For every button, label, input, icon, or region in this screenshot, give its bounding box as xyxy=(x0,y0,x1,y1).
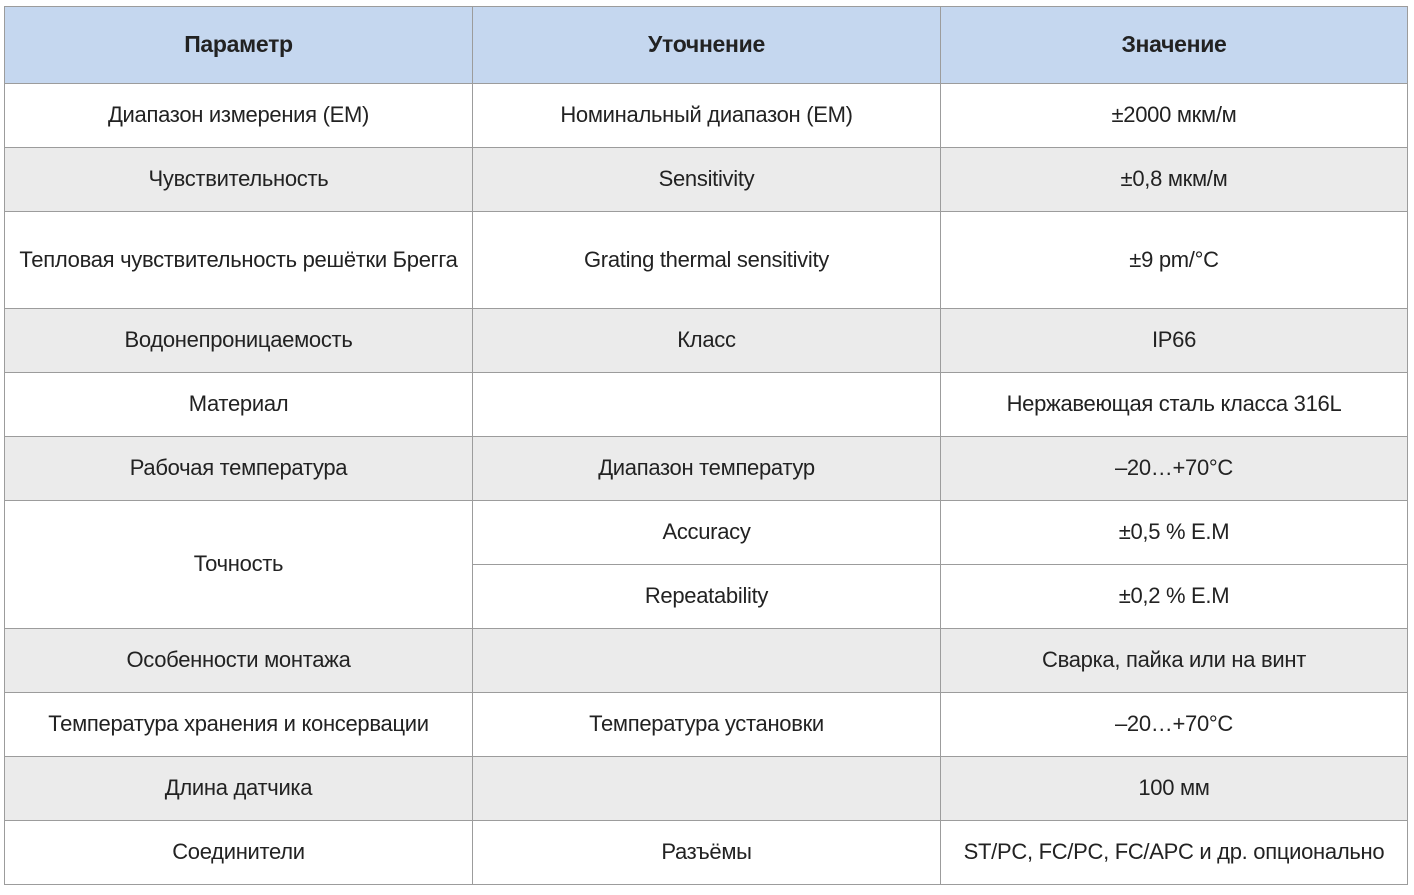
param-cell: Длина датчика xyxy=(4,756,473,821)
table-row: Длина датчика 100 мм xyxy=(4,756,1408,821)
table-row: Особенности монтажа Сварка, пайка или на… xyxy=(4,628,1408,693)
spec-cell xyxy=(472,628,941,693)
param-cell: Температура хранения и консервации xyxy=(4,692,473,757)
param-cell: Особенности монтажа xyxy=(4,628,473,693)
value-cell: ±0,8 мкм/м xyxy=(940,147,1408,212)
param-cell: Соединители xyxy=(4,820,473,885)
table-row: Водонепроницаемость Класс IP66 xyxy=(4,308,1408,373)
value-cell: Нержавеющая сталь класса 316L xyxy=(940,372,1408,437)
table-row: Соединители Разъёмы ST/PC, FC/PC, FC/APC… xyxy=(4,820,1408,885)
spec-cell: Repeatability xyxy=(472,564,941,629)
table-row: Температура хранения и консервации Темпе… xyxy=(4,692,1408,757)
table-row: Диапазон измерения (ЕМ) Номинальный диап… xyxy=(4,83,1408,148)
table-row: Тепловая чувствительность решётки Брегга… xyxy=(4,211,1408,309)
value-cell: –20…+70°C xyxy=(940,436,1408,501)
value-cell: Сварка, пайка или на винт xyxy=(940,628,1408,693)
value-cell: ±9 pm/°C xyxy=(940,211,1408,309)
param-cell: Рабочая температура xyxy=(4,436,473,501)
param-cell: Точность xyxy=(4,500,473,629)
table-row: Repeatability ±0,2 % E.M xyxy=(5,564,1408,629)
value-cell: ±0,5 % E.M xyxy=(940,500,1408,565)
spec-cell: Диапазон температур xyxy=(472,436,941,501)
spec-cell: Grating thermal sensitivity xyxy=(472,211,941,309)
param-cell: Чувствительность xyxy=(4,147,473,212)
spec-cell: Номинальный диапазон (ЕМ) xyxy=(472,83,941,148)
value-cell: –20…+70°C xyxy=(940,692,1408,757)
header-spec: Уточнение xyxy=(472,6,941,84)
header-param: Параметр xyxy=(4,6,473,84)
header-value: Значение xyxy=(940,6,1408,84)
param-cell: Материал xyxy=(4,372,473,437)
value-cell: ±2000 мкм/м xyxy=(940,83,1408,148)
param-cell: Диапазон измерения (ЕМ) xyxy=(4,83,473,148)
spec-cell: Температура установки xyxy=(472,692,941,757)
table-row: Материал Нержавеющая сталь класса 316L xyxy=(4,372,1408,437)
param-cell: Водонепроницаемость xyxy=(4,308,473,373)
table-row: Точность Accuracy ±0,5 % E.M xyxy=(4,500,1408,629)
spec-cell xyxy=(472,372,941,437)
value-cell: ±0,2 % E.M xyxy=(940,564,1408,629)
spec-table: Параметр Уточнение Значение Диапазон изм… xyxy=(4,6,1408,885)
header-row: Параметр Уточнение Значение xyxy=(4,6,1408,84)
spec-cell: Класс xyxy=(472,308,941,373)
table-row: Рабочая температура Диапазон температур … xyxy=(4,436,1408,501)
param-cell: Тепловая чувствительность решётки Брегга xyxy=(4,211,473,309)
spec-cell: Accuracy xyxy=(472,500,941,565)
table-row: Чувствительность Sensitivity ±0,8 мкм/м xyxy=(4,147,1408,212)
value-cell: IP66 xyxy=(940,308,1408,373)
value-cell: 100 мм xyxy=(940,756,1408,821)
value-cell: ST/PC, FC/PC, FC/APC и др. опционально xyxy=(940,820,1408,885)
spec-cell xyxy=(472,756,941,821)
spec-cell: Sensitivity xyxy=(472,147,941,212)
spec-cell: Разъёмы xyxy=(472,820,941,885)
